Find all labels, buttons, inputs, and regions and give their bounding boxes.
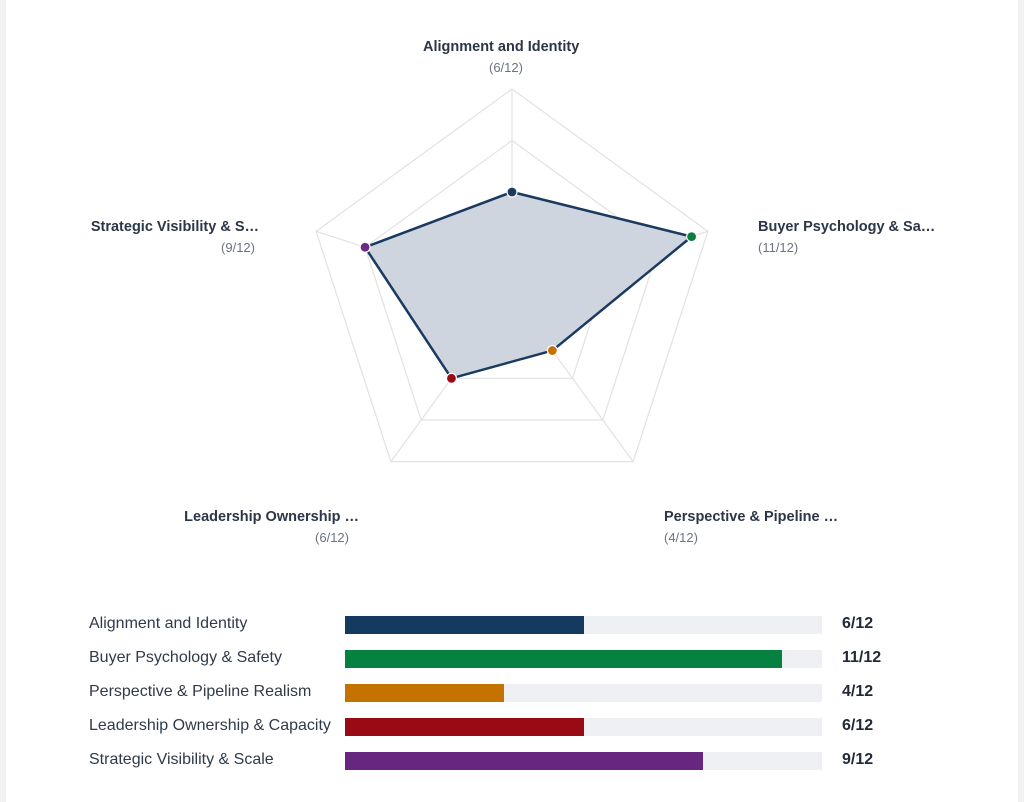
bar-track: [345, 684, 822, 702]
bar-fill: [345, 650, 783, 668]
radar-chart: [315, 88, 709, 463]
bar-fill: [345, 752, 703, 770]
radar-area: [363, 190, 693, 380]
results-card: Alignment and Identity (6/12) Buyer Psyc…: [6, 0, 1018, 802]
axis-score-leadership: (6/12): [315, 530, 349, 545]
bar-row-strategic: Strategic Visibility & Scale 9/12: [6, 749, 1018, 771]
bar-value: 6/12: [842, 717, 874, 734]
axis-score-strategic: (9/12): [221, 240, 255, 255]
axis-label-strategic: Strategic Visibility & S…: [90, 219, 259, 235]
bar-value: 6/12: [842, 615, 874, 632]
grid-ring: [315, 88, 709, 463]
bar-fill: [345, 616, 584, 634]
bar-label: Buyer Psychology & Safety: [89, 649, 282, 666]
bar-row-leadership: Leadership Ownership & Capacity 6/12: [6, 715, 1018, 737]
axis-score-perspective: (4/12): [664, 530, 698, 545]
radar-point: [359, 241, 371, 253]
bar-label: Leadership Ownership & Capacity: [89, 717, 331, 734]
axis-score-alignment: (6/12): [489, 60, 523, 75]
axis-label-leadership: Leadership Ownership …: [184, 509, 359, 525]
bar-label: Strategic Visibility & Scale: [89, 751, 274, 768]
bar-row-buyer: Buyer Psychology & Safety 11/12: [6, 647, 1018, 669]
radar-point: [546, 344, 558, 357]
bar-label: Alignment and Identity: [89, 615, 248, 632]
bar-track: [345, 650, 822, 668]
bar-row-alignment: Alignment and Identity 6/12: [6, 613, 1018, 635]
radar-point: [506, 186, 518, 198]
radar-polygon: [363, 190, 693, 380]
axis-label-perspective: Perspective & Pipeline …: [664, 509, 839, 525]
bar-value: 9/12: [842, 751, 874, 768]
radar-point: [445, 372, 458, 384]
bar-value: 11/12: [842, 649, 882, 666]
bar-row-perspective: Perspective & Pipeline Realism 4/12: [6, 681, 1018, 703]
bar-track: [345, 718, 822, 736]
bar-label: Perspective & Pipeline Realism: [89, 683, 312, 700]
bar-track: [345, 752, 822, 770]
axis-label-alignment: Alignment and Identity: [423, 39, 580, 55]
radar-point: [685, 231, 698, 243]
bar-fill: [345, 684, 504, 702]
bar-track: [345, 616, 822, 634]
axis-label-buyer: Buyer Psychology & Sa…: [758, 219, 936, 235]
bar-fill: [345, 718, 584, 736]
axis-score-buyer: (11/12): [758, 240, 799, 255]
bar-value: 4/12: [842, 683, 874, 700]
radar-points: [359, 186, 698, 384]
